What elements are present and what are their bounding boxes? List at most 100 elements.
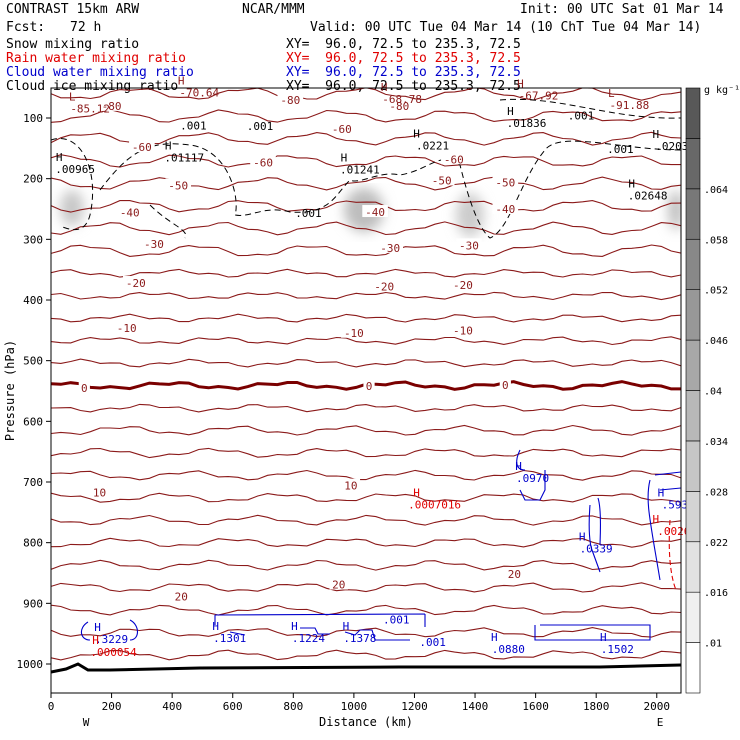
isotherm-line [51, 582, 681, 593]
isotherm-label-bg [450, 277, 476, 290]
colorbar-swatch [685, 138, 701, 190]
isotherm-label-bg [129, 140, 155, 153]
isotherm-label: -60 [332, 123, 352, 136]
valid-time: Valid: 00 UTC Tue 04 Mar 14 (10 ChT Tue … [310, 20, 702, 35]
cloud-ice-contour [51, 138, 681, 239]
legend-rain-xy: XY= 96.0, 72.5 to 235.3, 72.5 [286, 51, 521, 66]
cloud-water-max-marker: H [491, 631, 498, 644]
isotherm-label-bg [377, 240, 404, 253]
ice-max-value: .01241 [340, 164, 380, 177]
colorbar-unit: g kg⁻¹ [704, 85, 740, 96]
colorbar-swatch [685, 390, 701, 442]
isotherm-label: -50 [168, 179, 188, 192]
rain-max-value: .0007016 [408, 498, 461, 511]
isotherm-label-bg [250, 155, 276, 168]
isotherm-line [51, 447, 681, 459]
legend-cloud-ice-xy: XY= 96.0, 72.5 to 235.3, 72.5 [286, 79, 521, 94]
x-tick-label: 800 [283, 700, 303, 713]
ice-contour-label: .001 [180, 119, 207, 132]
legend-snow-xy: XY= 96.0, 72.5 to 235.3, 72.5 [286, 37, 521, 52]
isotherm-label: -20 [374, 281, 394, 294]
isotherm-label-bg [341, 325, 367, 338]
legend-rain: Rain water mixing ratio [6, 51, 187, 66]
cloud-water-contour [516, 449, 546, 501]
ice-max-marker: H [341, 152, 348, 165]
isotherm-label: 20 [332, 579, 345, 592]
colorbar-level-label: .01 [704, 639, 722, 650]
isotherm-label: -40 [365, 206, 385, 219]
ice-shade-blob [456, 193, 484, 237]
temp-extremum-value: -67.92 [519, 90, 559, 103]
isotherm-line [51, 88, 681, 101]
isotherm-label: -60 [253, 156, 273, 169]
cloud-water-max-marker: H [658, 486, 665, 499]
y-tick-label: 500 [23, 355, 43, 368]
colorbar-swatch [685, 491, 701, 543]
isotherm-line [51, 221, 681, 236]
ice-shade-blob [668, 190, 681, 230]
cloud-water-contour [647, 471, 681, 581]
isotherm-label-bg [328, 121, 355, 134]
isotherm-label-bg [492, 202, 519, 214]
cloud-water-max-marker: H [212, 620, 219, 633]
isotherm-label: -60 [444, 153, 464, 166]
ice-max-marker: H [413, 127, 420, 140]
isotherm-label-bg [90, 485, 109, 498]
cloud-ice-contour [499, 98, 681, 119]
cloud-water-max-value: .0339 [580, 543, 613, 556]
isotherm-label: -40 [495, 203, 515, 216]
x-tick-label: 2000 [644, 700, 671, 713]
model-title: CONTRAST 15km ARW [6, 2, 140, 17]
temp-low-marker: L [608, 87, 615, 100]
isotherm-label: -60 [132, 141, 152, 154]
isotherm-label-bg [98, 98, 125, 111]
temp-low-marker: L [69, 90, 76, 103]
ice-max-marker: H [653, 128, 660, 141]
isotherm-line [51, 537, 681, 548]
isotherm-line [51, 336, 681, 346]
isotherm-line [51, 469, 681, 481]
isotherm-label: -30 [144, 238, 164, 251]
temp-extremum-value: -68.78 [382, 93, 422, 106]
cloud-water-contour [588, 497, 602, 573]
isotherm-label-bg [329, 577, 348, 590]
plot-frame [50, 87, 682, 694]
cloud-water-max-value: .3229 [95, 633, 128, 646]
isotherm-line [51, 492, 681, 503]
x-tick-label: 1400 [462, 700, 489, 713]
y-tick-label: 800 [23, 537, 43, 550]
y-tick-label: 700 [23, 476, 43, 489]
isotherm-label-bg [123, 276, 149, 289]
colorbar-level-label: .028 [704, 487, 728, 498]
ice-max-marker: H [56, 151, 63, 164]
x-tick-label: 600 [223, 700, 243, 713]
isotherm-label-bg [505, 567, 524, 580]
isotherm-label: 0 [366, 380, 373, 393]
cloud-ice-contour [149, 204, 187, 239]
isotherm-label: -80 [102, 100, 122, 113]
cloud-water-max-marker: H [600, 631, 607, 644]
ice-max-value: .02648 [628, 190, 668, 203]
isotherm-line [51, 268, 681, 278]
center-name: NCAR/MMM [242, 2, 305, 17]
isotherm-line [51, 291, 681, 301]
ice-contour-label: .001 [247, 120, 274, 133]
ice-contour-label: .001 [607, 143, 634, 156]
isotherm-label-bg [441, 152, 467, 165]
temp-extremum-value: -85.12 [70, 102, 110, 115]
cloud-water-max-marker: H [343, 620, 350, 633]
colorbar-swatch [685, 188, 701, 240]
y-tick-label: 600 [23, 415, 43, 428]
isotherm-label: -40 [120, 207, 140, 220]
isotherm-label: -20 [126, 277, 146, 290]
ice-max-value: .01117 [164, 151, 204, 164]
isotherm-label: 10 [93, 486, 106, 499]
cloud-water-max-value: .1224 [292, 632, 325, 645]
x-tick-label: 1000 [341, 700, 368, 713]
isotherm-label: 20 [175, 591, 188, 604]
temp-extremum-value: -91.88 [609, 99, 649, 112]
terrain-surface-line [51, 662, 681, 674]
ice-contour-label: .001 [568, 110, 595, 123]
isotherm-line [51, 559, 681, 571]
